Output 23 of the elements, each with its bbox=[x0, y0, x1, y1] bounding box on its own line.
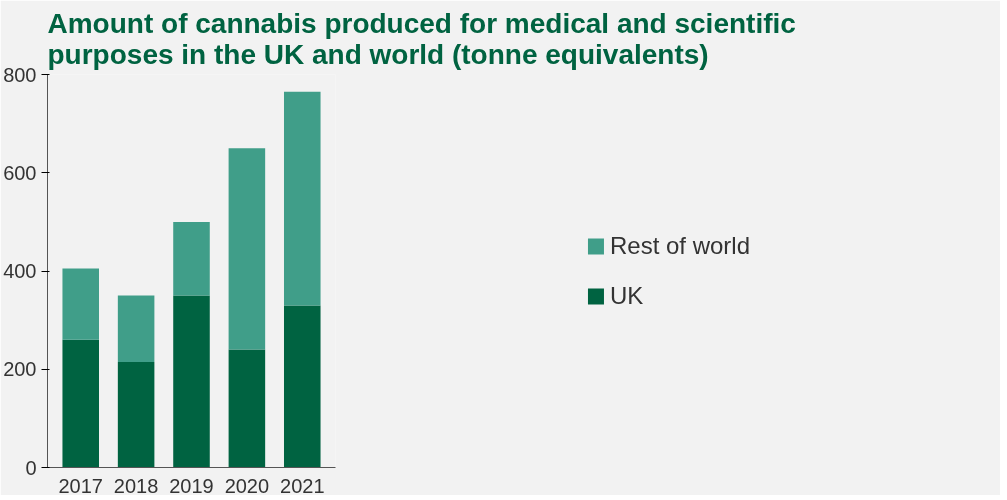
y-tick-label: 200 bbox=[3, 358, 37, 381]
x-tick-label: 2021 bbox=[280, 474, 325, 497]
y-tick-label: 400 bbox=[3, 260, 37, 282]
bar bbox=[173, 295, 210, 468]
legend-label: UK bbox=[609, 281, 644, 310]
y-tick-label: 600 bbox=[3, 161, 37, 184]
bar bbox=[283, 91, 321, 306]
bar bbox=[228, 148, 266, 350]
x-tick-label: 2017 bbox=[58, 474, 103, 497]
bar bbox=[117, 361, 155, 468]
y-tick-label: 800 bbox=[3, 63, 37, 86]
bar bbox=[62, 339, 100, 468]
bar bbox=[283, 305, 321, 468]
x-tick-label: 2020 bbox=[224, 474, 270, 497]
legend-label: Rest of world bbox=[609, 231, 751, 260]
text: Amount of cannabis produced for medical and scientific purposes in the UK and world (tonne equivalents) bbox=[47, 7, 796, 70]
bar bbox=[228, 349, 266, 468]
bar bbox=[117, 295, 155, 362]
bar bbox=[62, 268, 100, 340]
y-tick-label: 0 bbox=[25, 456, 37, 479]
bar bbox=[173, 221, 210, 296]
x-tick-label: 2018 bbox=[113, 474, 159, 497]
x-tick-label: 2019 bbox=[169, 474, 214, 497]
